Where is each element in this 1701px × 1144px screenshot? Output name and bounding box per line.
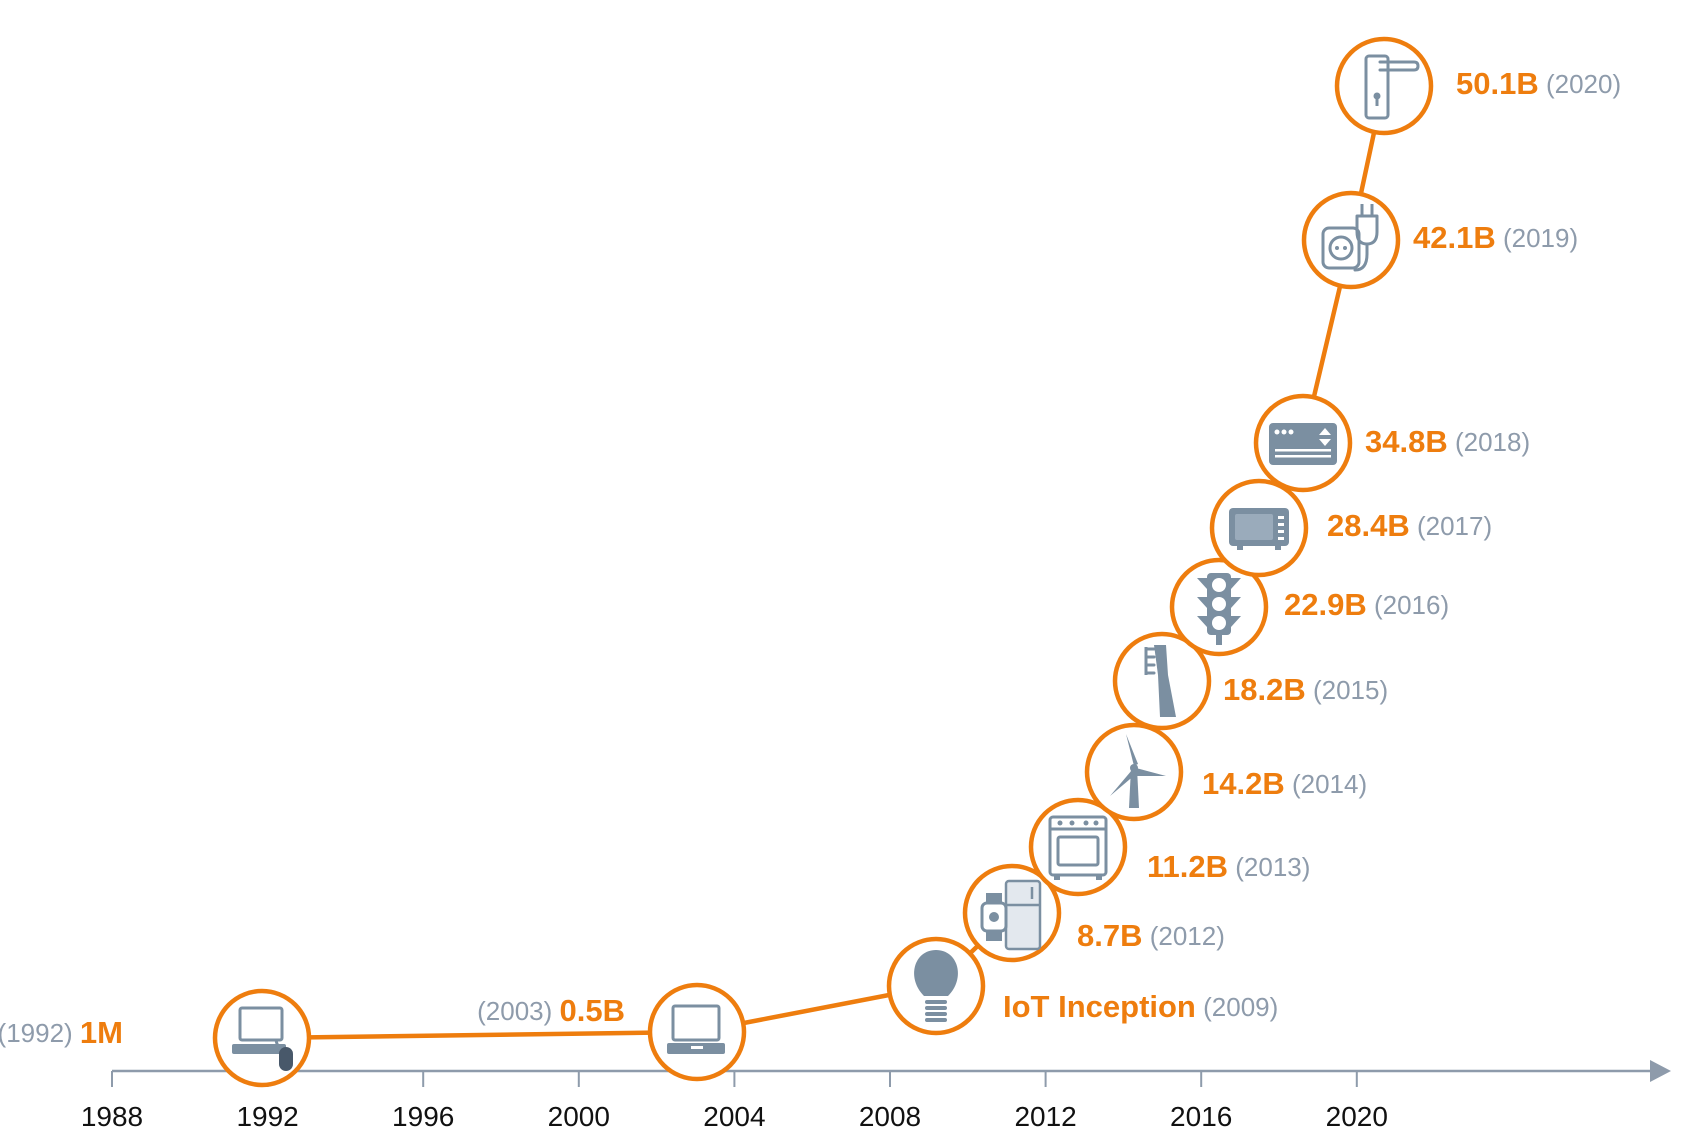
x-axis-ticks: 1988 1992 1996 2000 2004 2008 2012 2016 2020 — [81, 1071, 1388, 1132]
x-tick-label: 2000 — [548, 1101, 610, 1132]
value-label: IoT Inception — [1003, 989, 1196, 1024]
data-label-2018: 34.8B (2018) — [1365, 424, 1530, 459]
year-label: (2003) — [477, 996, 552, 1026]
value-label: 34.8B — [1365, 424, 1448, 459]
data-label-2019: 42.1B (2019) — [1413, 220, 1578, 255]
year-label: (2012) — [1150, 921, 1225, 951]
data-marker-1992 — [212, 988, 312, 1088]
value-label: 22.9B — [1284, 587, 1367, 622]
data-marker-2018 — [1253, 393, 1353, 493]
data-marker-2009 — [886, 936, 986, 1036]
oven-icon — [1048, 815, 1108, 880]
year-label: (2016) — [1374, 590, 1449, 620]
value-label: 1M — [80, 1015, 123, 1050]
year-label: (2014) — [1292, 769, 1367, 799]
year-label: (2013) — [1235, 852, 1310, 882]
data-label-2016: 22.9B (2016) — [1284, 587, 1449, 622]
data-label-2013: 11.2B (2013) — [1147, 849, 1310, 884]
data-label-2020: 50.1B (2020) — [1456, 66, 1621, 101]
year-label: (2017) — [1417, 511, 1492, 541]
value-label: 18.2B — [1223, 672, 1306, 707]
data-marker-2017 — [1209, 478, 1309, 578]
year-label: (2019) — [1503, 223, 1578, 253]
door-handle-lock-icon — [1364, 54, 1420, 120]
marker-circle — [1301, 190, 1401, 290]
data-marker-2013 — [1028, 797, 1128, 897]
data-markers — [212, 36, 1434, 1088]
marker-circle — [1028, 797, 1128, 897]
data-label-2014: 14.2B (2014) — [1202, 766, 1367, 801]
x-axis — [112, 1060, 1671, 1082]
traffic-light-icon — [1197, 573, 1241, 645]
value-label: 42.1B — [1413, 220, 1496, 255]
year-label: (2009) — [1203, 992, 1278, 1022]
x-tick-label: 1988 — [81, 1101, 143, 1132]
data-marker-2016 — [1169, 557, 1269, 657]
value-label: 8.7B — [1077, 918, 1142, 953]
value-label: 28.4B — [1327, 508, 1410, 543]
power-socket-plug-icon — [1321, 204, 1379, 272]
data-label-2012: 8.7B (2012) — [1077, 918, 1225, 953]
data-label-2017: 28.4B (2017) — [1327, 508, 1492, 543]
light-bulb-icon — [914, 950, 958, 1022]
x-tick-label: 2020 — [1326, 1101, 1388, 1132]
year-label: (2020) — [1546, 69, 1621, 99]
data-label-1992: (1992) 1M — [0, 1015, 123, 1050]
data-marker-2015 — [1112, 631, 1212, 731]
value-label: 11.2B — [1147, 849, 1228, 884]
laptop-icon — [667, 1004, 725, 1054]
data-marker-2014 — [1084, 722, 1184, 822]
air-conditioner-icon — [1269, 423, 1337, 465]
desktop-computer-icon — [232, 1006, 293, 1071]
marker-circle — [647, 982, 747, 1082]
year-label: (2015) — [1313, 675, 1388, 705]
data-labels: (1992) 1M (2003) 0.5B IoT Inception (2009)… — [0, 66, 1621, 1050]
value-label: 50.1B — [1456, 66, 1539, 101]
data-label-2009: IoT Inception (2009) — [1003, 989, 1278, 1024]
x-tick-label: 2012 — [1014, 1101, 1076, 1132]
data-marker-2020 — [1334, 36, 1434, 136]
smartwatch-fridge-icon — [980, 879, 1042, 951]
wind-turbine-icon — [1110, 734, 1166, 808]
microwave-icon — [1229, 508, 1289, 550]
x-tick-label: 1992 — [236, 1101, 298, 1132]
data-marker-2003 — [647, 982, 747, 1082]
data-marker-2012 — [962, 863, 1062, 963]
year-label: (1992) — [0, 1018, 73, 1048]
marker-circle — [212, 988, 312, 1088]
x-tick-label: 2016 — [1170, 1101, 1232, 1132]
data-marker-2019 — [1301, 190, 1401, 290]
value-label: 0.5B — [560, 993, 625, 1028]
x-axis-arrowhead — [1650, 1060, 1671, 1082]
year-label: (2018) — [1455, 427, 1530, 457]
data-label-2003: (2003) 0.5B — [477, 993, 625, 1028]
x-tick-label: 2004 — [703, 1101, 765, 1132]
x-tick-label: 2008 — [859, 1101, 921, 1132]
toothbrush-icon — [1144, 645, 1176, 717]
value-label: 14.2B — [1202, 766, 1285, 801]
data-label-2015: 18.2B (2015) — [1223, 672, 1388, 707]
x-tick-label: 1996 — [392, 1101, 454, 1132]
